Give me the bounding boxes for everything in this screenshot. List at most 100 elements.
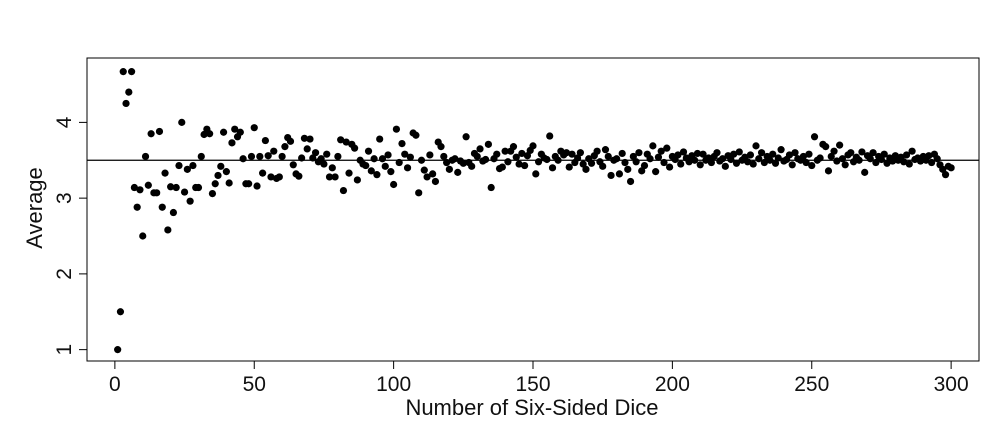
data-point	[395, 158, 403, 167]
data-point	[601, 146, 610, 154]
data-point	[155, 127, 164, 136]
data-point	[345, 169, 353, 177]
y-axis-label: Average	[22, 167, 47, 249]
data-point	[902, 151, 911, 159]
data-point	[431, 177, 440, 186]
data-point	[473, 152, 481, 161]
data-point	[245, 180, 253, 188]
data-point	[548, 164, 557, 172]
data-point	[183, 165, 191, 173]
data-point	[824, 167, 833, 175]
data-point	[390, 180, 398, 189]
data-point	[178, 118, 186, 126]
data-point	[760, 158, 768, 167]
data-point	[624, 165, 632, 173]
data-point	[679, 148, 688, 156]
data-point	[139, 232, 147, 240]
data-point	[317, 155, 325, 163]
data-point	[303, 145, 311, 153]
data-point	[757, 149, 766, 157]
data-point	[384, 151, 392, 159]
data-point	[442, 158, 451, 167]
data-point	[660, 158, 668, 167]
x-axis: 0 50 100 150 200 250 300	[109, 360, 969, 396]
data-point	[523, 152, 532, 160]
data-point	[900, 158, 908, 166]
data-point	[261, 136, 269, 145]
data-point	[275, 173, 283, 181]
data-point	[498, 163, 506, 171]
data-point	[501, 147, 509, 155]
data-point	[933, 155, 941, 163]
data-point	[147, 130, 155, 138]
data-point	[833, 157, 841, 165]
data-point	[281, 143, 289, 151]
data-point	[484, 140, 492, 148]
data-point	[119, 68, 127, 76]
data-point	[239, 155, 247, 163]
data-point	[587, 159, 596, 167]
data-point	[423, 173, 431, 181]
data-point	[454, 168, 462, 176]
data-point	[677, 160, 685, 168]
data-point	[582, 165, 590, 173]
data-point	[351, 144, 359, 152]
data-point	[264, 152, 272, 160]
data-point	[325, 173, 334, 181]
x-tick-label: 300	[934, 373, 969, 396]
data-point	[128, 68, 136, 76]
data-point	[231, 125, 239, 133]
x-tick-label: 150	[515, 373, 550, 396]
data-point	[908, 147, 916, 155]
data-point	[367, 167, 375, 175]
data-point	[158, 203, 166, 211]
data-point	[406, 153, 414, 161]
data-point	[836, 141, 844, 149]
x-tick-label: 0	[109, 373, 121, 396]
data-point	[392, 125, 401, 133]
data-point	[331, 173, 339, 181]
data-point	[373, 171, 381, 179]
data-point	[267, 173, 275, 181]
data-point	[387, 168, 395, 176]
data-point	[136, 186, 144, 194]
data-point	[172, 183, 180, 192]
data-point	[905, 160, 913, 168]
data-point	[175, 161, 183, 170]
data-point	[769, 150, 777, 158]
data-point	[861, 168, 869, 176]
data-point	[440, 152, 448, 161]
data-point	[114, 346, 122, 354]
data-point	[462, 133, 470, 141]
data-point	[663, 144, 671, 152]
data-point	[153, 189, 161, 197]
data-point	[841, 161, 849, 169]
data-point	[429, 170, 437, 178]
data-point	[554, 156, 562, 164]
data-point	[353, 176, 361, 184]
x-tick-label: 100	[376, 373, 411, 396]
x-axis-label: Number of Six-Sided Dice	[405, 395, 658, 420]
data-point	[278, 152, 286, 161]
data-point	[482, 155, 490, 164]
data-point	[613, 155, 621, 163]
data-point	[534, 158, 543, 166]
data-points	[114, 68, 955, 354]
data-point	[189, 161, 197, 170]
data-point	[928, 158, 936, 167]
plot-area-frame	[86, 57, 980, 362]
data-point	[208, 189, 217, 198]
data-point	[298, 154, 306, 162]
data-point	[342, 138, 350, 146]
data-point	[579, 160, 587, 168]
data-point	[222, 168, 230, 176]
data-point	[468, 162, 476, 170]
data-point	[381, 162, 389, 170]
data-point	[197, 152, 205, 161]
data-point	[808, 161, 816, 170]
data-point	[206, 130, 214, 138]
data-point	[311, 149, 320, 157]
data-point	[398, 139, 406, 148]
